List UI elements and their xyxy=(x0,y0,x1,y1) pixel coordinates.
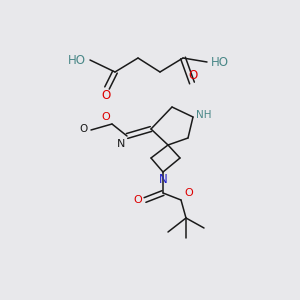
Text: O: O xyxy=(101,89,111,102)
Text: N: N xyxy=(117,139,125,149)
Text: O: O xyxy=(188,69,198,82)
Text: N: N xyxy=(159,173,167,186)
Text: NH: NH xyxy=(196,110,212,120)
Text: HO: HO xyxy=(68,53,86,67)
Text: O: O xyxy=(101,112,110,122)
Text: HO: HO xyxy=(211,56,229,68)
Text: O: O xyxy=(80,124,88,134)
Text: O: O xyxy=(184,188,193,198)
Text: O: O xyxy=(133,195,142,205)
